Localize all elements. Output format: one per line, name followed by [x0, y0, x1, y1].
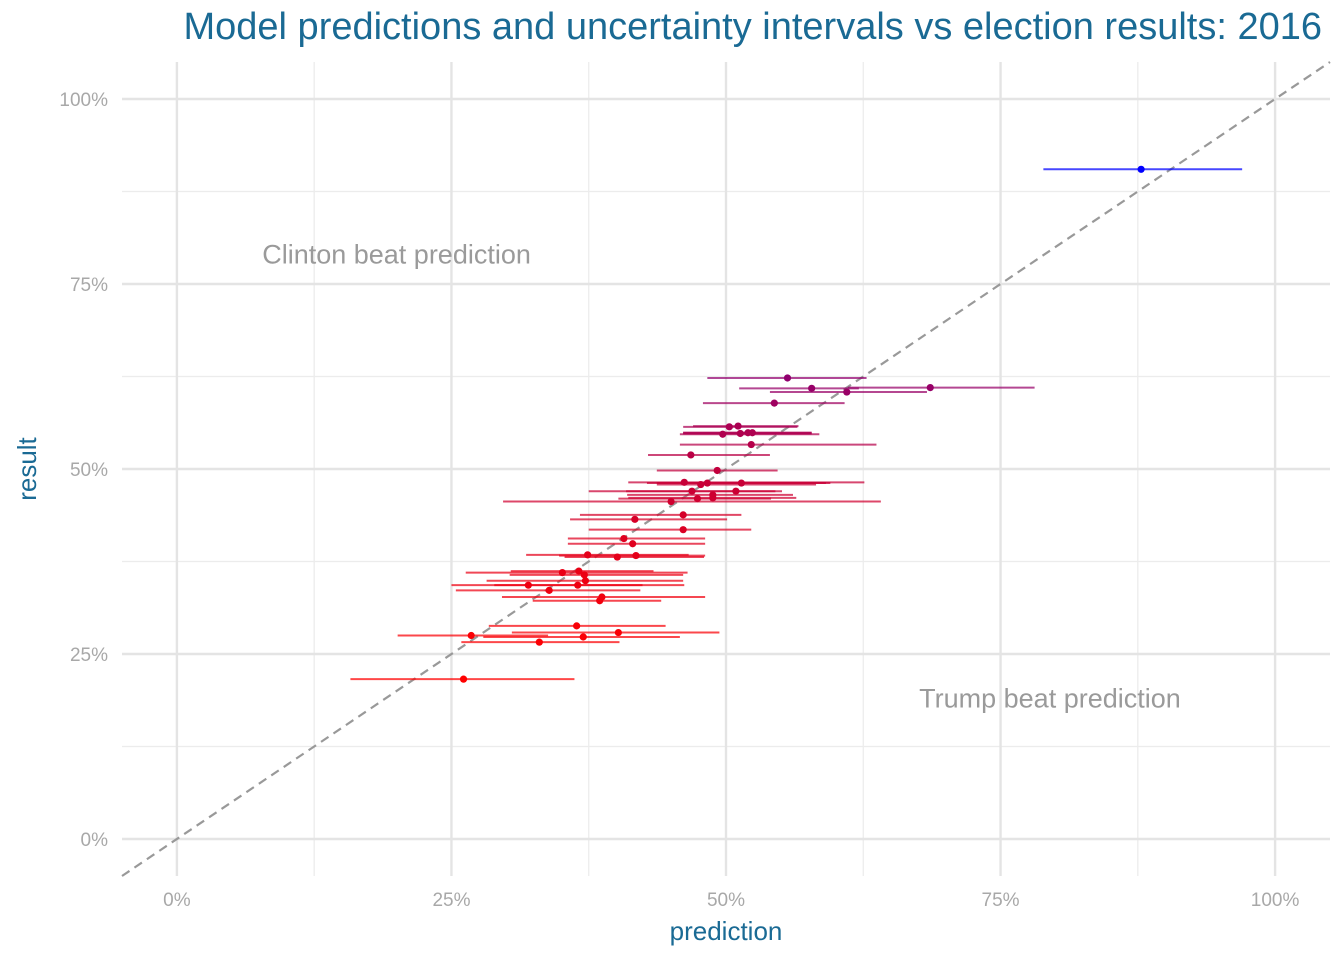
prediction-points: [459, 165, 1145, 683]
data-point: [596, 597, 604, 605]
data-point: [737, 479, 745, 487]
x-tick-label: 75%: [982, 890, 1020, 911]
y-axis-ticks: 0% 25% 50% 75% 100%: [59, 90, 108, 851]
reference-line: [121, 61, 1331, 877]
data-point: [631, 515, 639, 523]
data-point: [629, 540, 637, 548]
data-point: [459, 675, 468, 683]
data-point: [732, 487, 740, 495]
data-point: [620, 534, 628, 543]
data-point: [584, 551, 592, 559]
data-point: [747, 440, 755, 449]
data-point: [688, 487, 696, 495]
identity-reference-line: [121, 61, 1331, 877]
y-tick-label: 25%: [70, 645, 108, 666]
data-point: [467, 631, 475, 640]
chart-title: Model predictions and uncertainty interv…: [183, 6, 1323, 48]
annotation-clinton-beat-prediction: Clinton beat prediction: [262, 239, 531, 269]
data-point: [558, 569, 566, 577]
data-point: [613, 553, 621, 561]
data-point: [679, 511, 687, 519]
data-point: [808, 384, 816, 392]
data-point: [734, 422, 742, 430]
data-point: [926, 384, 934, 392]
data-point: [725, 423, 733, 431]
data-point: [748, 429, 756, 437]
data-point: [783, 374, 792, 382]
data-point: [703, 479, 711, 487]
data-point: [680, 478, 688, 486]
data-point: [574, 581, 582, 589]
data-point: [575, 567, 583, 575]
data-point: [632, 551, 640, 560]
data-point: [524, 581, 532, 589]
data-point: [579, 633, 587, 641]
y-tick-label: 75%: [70, 275, 108, 296]
data-point: [573, 622, 581, 630]
data-point: [581, 577, 590, 585]
y-tick-label: 100%: [59, 90, 108, 111]
x-tick-label: 100%: [1251, 890, 1300, 911]
data-point: [614, 628, 622, 637]
annotation-trump-beat-prediction: Trump beat prediction: [919, 683, 1181, 713]
data-point: [713, 466, 721, 475]
data-point: [770, 399, 778, 407]
data-point: [1137, 165, 1145, 173]
y-tick-label: 50%: [70, 460, 108, 481]
data-point: [667, 497, 675, 506]
data-point: [687, 451, 695, 459]
data-point: [545, 586, 553, 594]
data-point: [736, 429, 744, 438]
y-tick-label: 0%: [81, 830, 109, 851]
data-point: [709, 494, 717, 502]
x-tick-label: 25%: [432, 890, 470, 911]
x-tick-label: 0%: [163, 890, 191, 911]
data-point: [697, 480, 705, 489]
x-tick-label: 50%: [707, 890, 745, 911]
x-axis-title: prediction: [670, 916, 783, 946]
data-point: [719, 430, 727, 438]
data-point: [580, 571, 588, 579]
x-axis-ticks: 0% 25% 50% 75% 100%: [163, 890, 1299, 911]
data-point: [693, 495, 702, 503]
data-point: [843, 388, 851, 396]
data-point: [679, 526, 687, 534]
y-axis-title: result: [12, 436, 42, 500]
data-point: [535, 638, 543, 646]
